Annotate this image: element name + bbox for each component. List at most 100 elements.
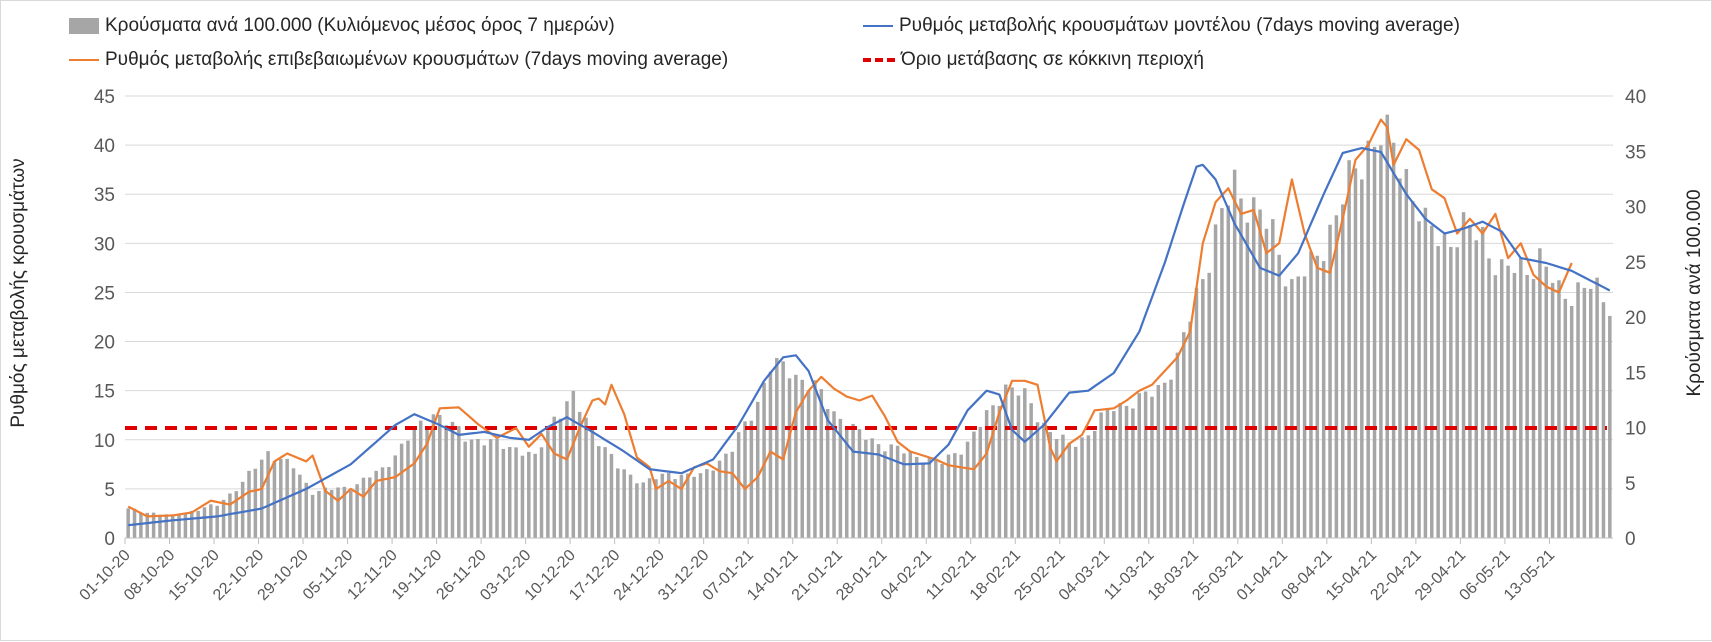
bar <box>1563 298 1568 538</box>
bar <box>1239 198 1243 538</box>
legend-model: Ρυθμός μεταβολής κρουσμάτων μοντέλου (7d… <box>863 15 1460 37</box>
bar <box>1449 246 1453 538</box>
bar <box>1608 315 1612 538</box>
bar <box>794 374 798 538</box>
bar <box>1010 387 1014 538</box>
bar <box>310 494 315 538</box>
bar <box>177 515 181 538</box>
bar <box>1512 272 1517 538</box>
bar <box>463 441 467 538</box>
bar <box>660 473 665 538</box>
y-right-tick-label: 15 <box>1625 363 1646 384</box>
y-right-tick-label: 30 <box>1625 198 1646 219</box>
bar <box>329 489 334 538</box>
bar <box>170 514 175 538</box>
y-right-tick-label: 5 <box>1625 474 1636 495</box>
bar <box>1353 168 1358 539</box>
bar <box>488 439 493 538</box>
legend-threshold-swatch <box>863 58 895 62</box>
bar <box>743 421 747 538</box>
bar <box>965 441 970 538</box>
bar <box>1417 221 1421 539</box>
legend-threshold: Όριο μετάβασης σε κόκκινη περιοχή <box>863 49 1204 71</box>
bar <box>1334 215 1339 538</box>
bar <box>686 473 690 538</box>
bar <box>348 490 353 538</box>
bar <box>724 453 728 538</box>
y-left-tick-label: 45 <box>94 87 115 108</box>
bar <box>431 414 436 538</box>
bar <box>673 479 677 538</box>
bar <box>1290 279 1294 538</box>
bar <box>1455 247 1459 539</box>
bar <box>838 418 843 538</box>
bar <box>336 487 340 538</box>
bar <box>914 456 919 538</box>
bar <box>1118 403 1122 538</box>
legend-bars: Κρούσματα ανά 100.000 (Κυλιόμενος μέσος … <box>69 15 615 37</box>
legend-bars-swatch <box>69 18 99 34</box>
legend-model-label: Ρυθμός μεταβολής κρουσμάτων μοντέλου (7d… <box>899 15 1460 36</box>
legend-confirmed: Ρυθμός μεταβολής επιβεβαιωμένων κρουσμάτ… <box>69 49 728 71</box>
bar <box>1226 205 1231 538</box>
bar <box>762 382 766 538</box>
bar <box>692 476 696 538</box>
y-left-tick-label: 20 <box>94 333 115 354</box>
bar <box>1525 274 1529 538</box>
bar <box>1003 384 1008 538</box>
bar <box>247 470 251 538</box>
bar <box>870 438 874 538</box>
bar <box>1557 280 1561 538</box>
bar <box>457 426 461 538</box>
bar <box>126 508 130 538</box>
bar <box>895 445 900 538</box>
bar <box>533 453 537 538</box>
bar <box>1360 179 1364 539</box>
bar <box>787 378 792 538</box>
y-left-tick-label: 35 <box>94 185 115 206</box>
bar <box>1493 275 1498 538</box>
bar <box>1347 160 1351 538</box>
bar <box>1430 225 1434 538</box>
bar <box>768 371 773 538</box>
bar <box>183 513 188 538</box>
bar <box>1207 272 1211 538</box>
bar <box>934 458 938 538</box>
bar <box>202 507 207 538</box>
bar <box>209 504 213 538</box>
bar <box>1023 388 1027 538</box>
bar <box>940 463 944 538</box>
bar <box>1468 225 1472 539</box>
bar <box>1245 222 1250 539</box>
bar <box>1302 276 1307 538</box>
bar <box>158 514 162 538</box>
bar <box>190 510 194 538</box>
bar <box>1328 224 1332 538</box>
legend-model-swatch <box>863 25 893 27</box>
bar <box>577 411 582 538</box>
bar <box>399 443 404 538</box>
bar <box>1340 204 1345 539</box>
bar <box>1048 431 1052 538</box>
bar <box>527 451 531 538</box>
bar <box>889 444 894 538</box>
bar <box>902 453 906 538</box>
bar <box>444 425 448 538</box>
bar <box>1054 438 1059 538</box>
bar <box>1595 277 1599 538</box>
y-right-tick-label: 40 <box>1625 87 1646 108</box>
bar <box>781 361 785 538</box>
bar <box>558 418 563 538</box>
bar <box>482 445 487 538</box>
bar <box>145 512 150 538</box>
bar <box>736 432 741 538</box>
bar <box>1474 240 1479 538</box>
bar <box>832 411 836 538</box>
bar <box>857 429 862 538</box>
bar <box>864 439 868 538</box>
bar <box>520 455 525 538</box>
bar <box>418 420 423 538</box>
bar <box>1588 288 1593 538</box>
bar <box>1550 282 1555 538</box>
